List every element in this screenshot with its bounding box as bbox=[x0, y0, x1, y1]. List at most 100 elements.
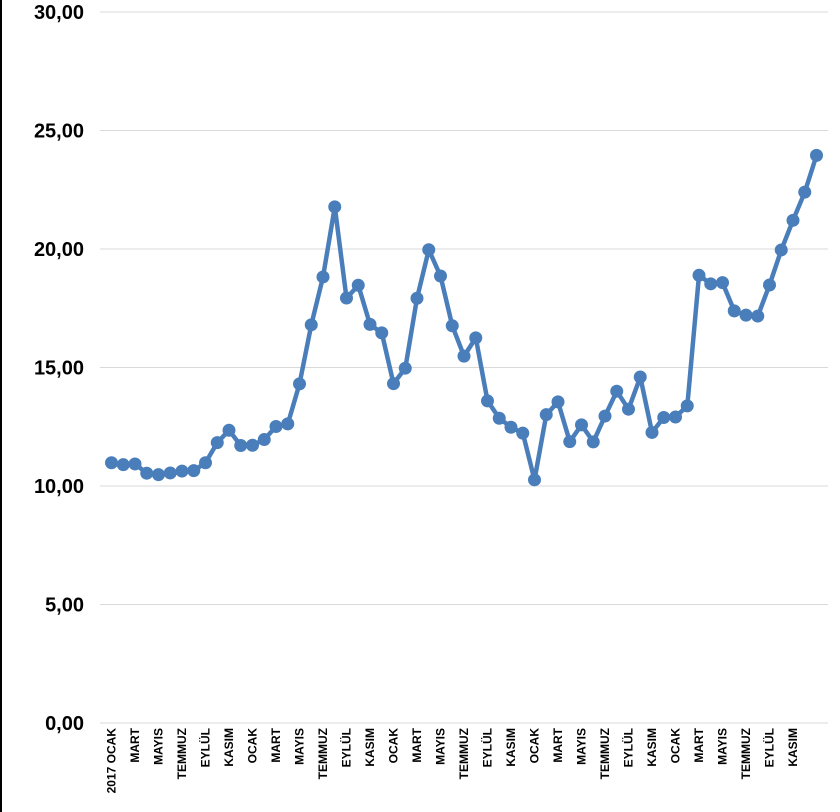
data-point bbox=[363, 317, 377, 331]
x-tick-label: EYLÜL bbox=[339, 728, 354, 767]
data-point bbox=[351, 278, 365, 292]
data-point bbox=[727, 304, 741, 318]
x-tick-label: MART bbox=[410, 727, 424, 762]
data-point bbox=[293, 377, 306, 391]
data-point bbox=[304, 318, 318, 332]
data-point bbox=[375, 326, 389, 340]
x-tick-label: KASIM bbox=[786, 728, 800, 767]
data-point bbox=[257, 433, 271, 447]
data-point bbox=[246, 438, 259, 452]
data-point bbox=[575, 418, 588, 432]
data-point bbox=[786, 213, 800, 227]
x-tick-label: MART bbox=[269, 727, 283, 762]
data-point bbox=[622, 402, 635, 416]
data-point bbox=[657, 411, 671, 425]
x-tick-label: EYLÜL bbox=[480, 728, 495, 767]
data-point bbox=[610, 384, 624, 398]
data-point bbox=[504, 420, 518, 434]
y-tick-label: 10,00 bbox=[34, 476, 84, 498]
x-tick-label: KASIM bbox=[363, 728, 377, 767]
data-point bbox=[763, 278, 776, 292]
data-point bbox=[281, 417, 295, 431]
data-point bbox=[210, 436, 224, 450]
x-tick-label: TEMMUZ bbox=[739, 728, 753, 779]
data-point bbox=[492, 411, 506, 425]
data-point bbox=[199, 456, 212, 470]
x-tick-label: KASIM bbox=[504, 728, 518, 767]
x-tick-label: MAYIS bbox=[293, 728, 307, 765]
y-tick-label: 15,00 bbox=[34, 358, 84, 380]
data-point bbox=[434, 269, 447, 283]
y-axis-tick-labels: 0,00 5,00 10,00 15,00 20,00 25,00 30,00 bbox=[34, 2, 84, 735]
x-tick-label: KASIM bbox=[222, 728, 236, 767]
y-tick-label: 5,00 bbox=[45, 595, 84, 617]
x-tick-label: MAYIS bbox=[152, 728, 166, 765]
x-tick-label: TEMMUZ bbox=[175, 728, 189, 779]
data-point bbox=[598, 409, 612, 423]
y-tick-label: 0,00 bbox=[45, 713, 84, 735]
x-tick-label: EYLÜL bbox=[621, 728, 636, 767]
data-point bbox=[140, 466, 154, 480]
data-point bbox=[340, 291, 353, 305]
x-tick-label: KASIM bbox=[645, 728, 659, 767]
y-tick-label: 20,00 bbox=[34, 239, 84, 261]
x-tick-label: 2017 OCAK bbox=[105, 728, 119, 794]
x-tick-label: OCAK bbox=[528, 728, 542, 764]
data-point bbox=[586, 435, 600, 449]
x-tick-label: MART bbox=[692, 727, 706, 762]
data-point bbox=[810, 148, 823, 162]
gridlines bbox=[100, 11, 828, 724]
data-point bbox=[680, 399, 694, 413]
data-point bbox=[422, 243, 436, 257]
data-point bbox=[669, 410, 682, 424]
data-point bbox=[751, 309, 765, 323]
data-point bbox=[163, 466, 177, 480]
x-tick-label: TEMMUZ bbox=[598, 728, 612, 779]
data-point bbox=[152, 468, 165, 482]
x-tick-label: EYLÜL bbox=[762, 728, 777, 767]
data-point bbox=[398, 361, 412, 375]
data-point bbox=[457, 349, 471, 363]
data-point bbox=[774, 243, 788, 257]
data-point bbox=[551, 395, 565, 409]
x-tick-label: MAYIS bbox=[434, 728, 448, 765]
data-point bbox=[704, 277, 718, 291]
data-point bbox=[116, 458, 130, 472]
data-point bbox=[234, 438, 248, 452]
data-point bbox=[645, 425, 659, 439]
data-point bbox=[222, 423, 236, 437]
data-point bbox=[445, 319, 459, 333]
x-tick-label: EYLÜL bbox=[198, 728, 213, 767]
data-point bbox=[516, 426, 530, 440]
x-tick-label: TEMMUZ bbox=[457, 728, 471, 779]
x-tick-label: OCAK bbox=[246, 728, 260, 764]
data-point bbox=[410, 291, 424, 305]
data-point bbox=[563, 435, 577, 449]
x-tick-label: OCAK bbox=[669, 728, 683, 764]
data-point bbox=[692, 268, 706, 282]
data-point bbox=[187, 464, 201, 478]
x-tick-label: OCAK bbox=[387, 728, 401, 764]
data-point bbox=[798, 185, 812, 199]
data-point bbox=[269, 420, 283, 434]
data-point bbox=[387, 377, 400, 391]
x-tick-label: MAYIS bbox=[575, 728, 589, 765]
y-tick-label: 25,00 bbox=[34, 121, 84, 143]
x-tick-label: MAYIS bbox=[716, 728, 730, 765]
y-tick-label: 30,00 bbox=[34, 2, 84, 24]
x-tick-label: TEMMUZ bbox=[316, 728, 330, 779]
data-point bbox=[469, 331, 483, 345]
data-point bbox=[539, 408, 553, 422]
data-point bbox=[316, 270, 330, 284]
x-tick-label: MART bbox=[551, 727, 565, 762]
data-point bbox=[716, 276, 729, 290]
data-point bbox=[328, 200, 342, 214]
x-tick-label: MART bbox=[128, 727, 142, 762]
data-point bbox=[175, 464, 189, 478]
data-point bbox=[528, 473, 541, 487]
data-point bbox=[739, 308, 753, 322]
series-line-group bbox=[105, 148, 823, 487]
x-axis-tick-labels: 2017 OCAK MART MAYIS TEMMUZ EYLÜL KASIM OCAK MA… bbox=[105, 727, 801, 793]
